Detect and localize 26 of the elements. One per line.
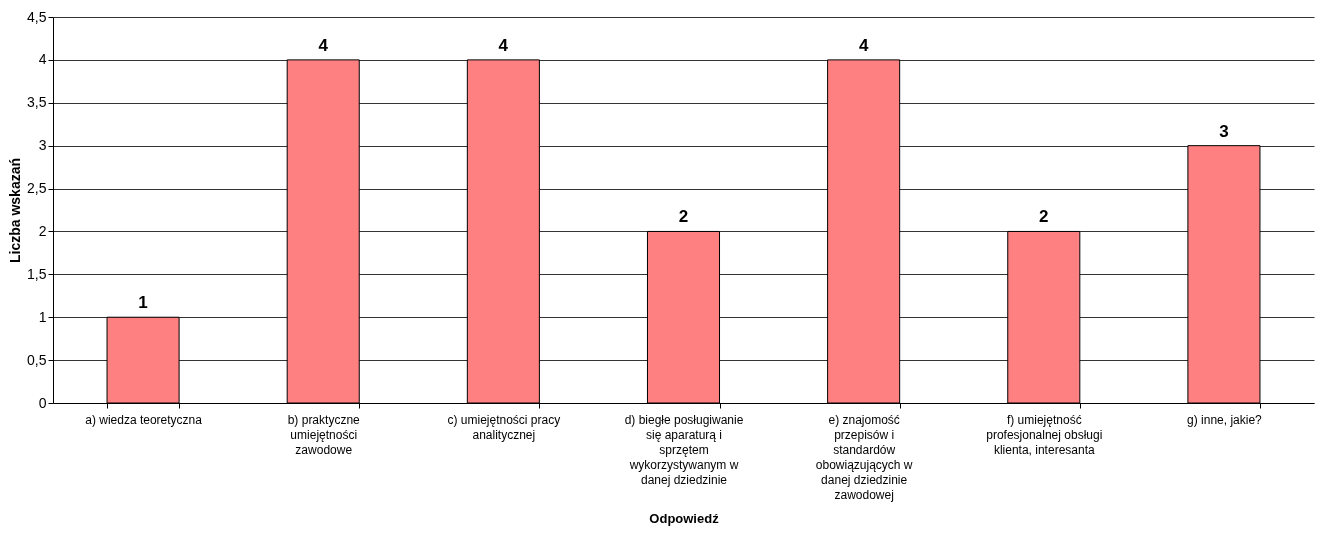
data-label: 2 <box>1039 207 1049 227</box>
y-tick-label: 4 <box>38 51 47 68</box>
x-axis-title: Odpowiedź <box>649 510 720 526</box>
x-tick-label: f) umiejętność profesjonalnej obsługi klienta, interesanta <box>986 412 1103 457</box>
y-tick-label: 2,5 <box>27 180 47 197</box>
data-label: 3 <box>1219 121 1229 141</box>
y-tick-label: 4,5 <box>27 8 47 25</box>
data-label: 4 <box>498 35 509 55</box>
y-tick-label: 3 <box>38 137 47 154</box>
x-tick-label: d) biegłe posługiwanie się aparaturą i sprzętem wykorzystywanym w danej dziedzinie <box>624 412 744 487</box>
x-tick-label: b) praktyczne umiejętności zawodowe <box>287 412 361 457</box>
y-tick-label: 2 <box>38 222 47 239</box>
y-tick-label: 3,5 <box>27 94 47 111</box>
data-label: 4 <box>858 35 869 55</box>
x-tick-label: a) wiedza teoretyczna <box>85 412 203 427</box>
y-tick-label: 0,5 <box>27 351 47 368</box>
y-axis-title: Liczba wskazań <box>7 157 24 264</box>
x-tick-label: e) znajomość przepisów i standardów obowiązujących w danej dziedzinie zawodowej <box>815 412 913 502</box>
y-tick-label: 1,5 <box>27 265 47 282</box>
y-tick-label: 1 <box>38 308 47 325</box>
y-tick-label: 0 <box>38 394 47 411</box>
data-label: 4 <box>318 35 329 55</box>
x-tick-label: g) inne, jakie? <box>1187 412 1263 427</box>
data-label: 1 <box>138 293 148 313</box>
data-label: 2 <box>678 207 689 227</box>
x-tick-label: c) umiejętności pracy analitycznej <box>447 412 561 442</box>
